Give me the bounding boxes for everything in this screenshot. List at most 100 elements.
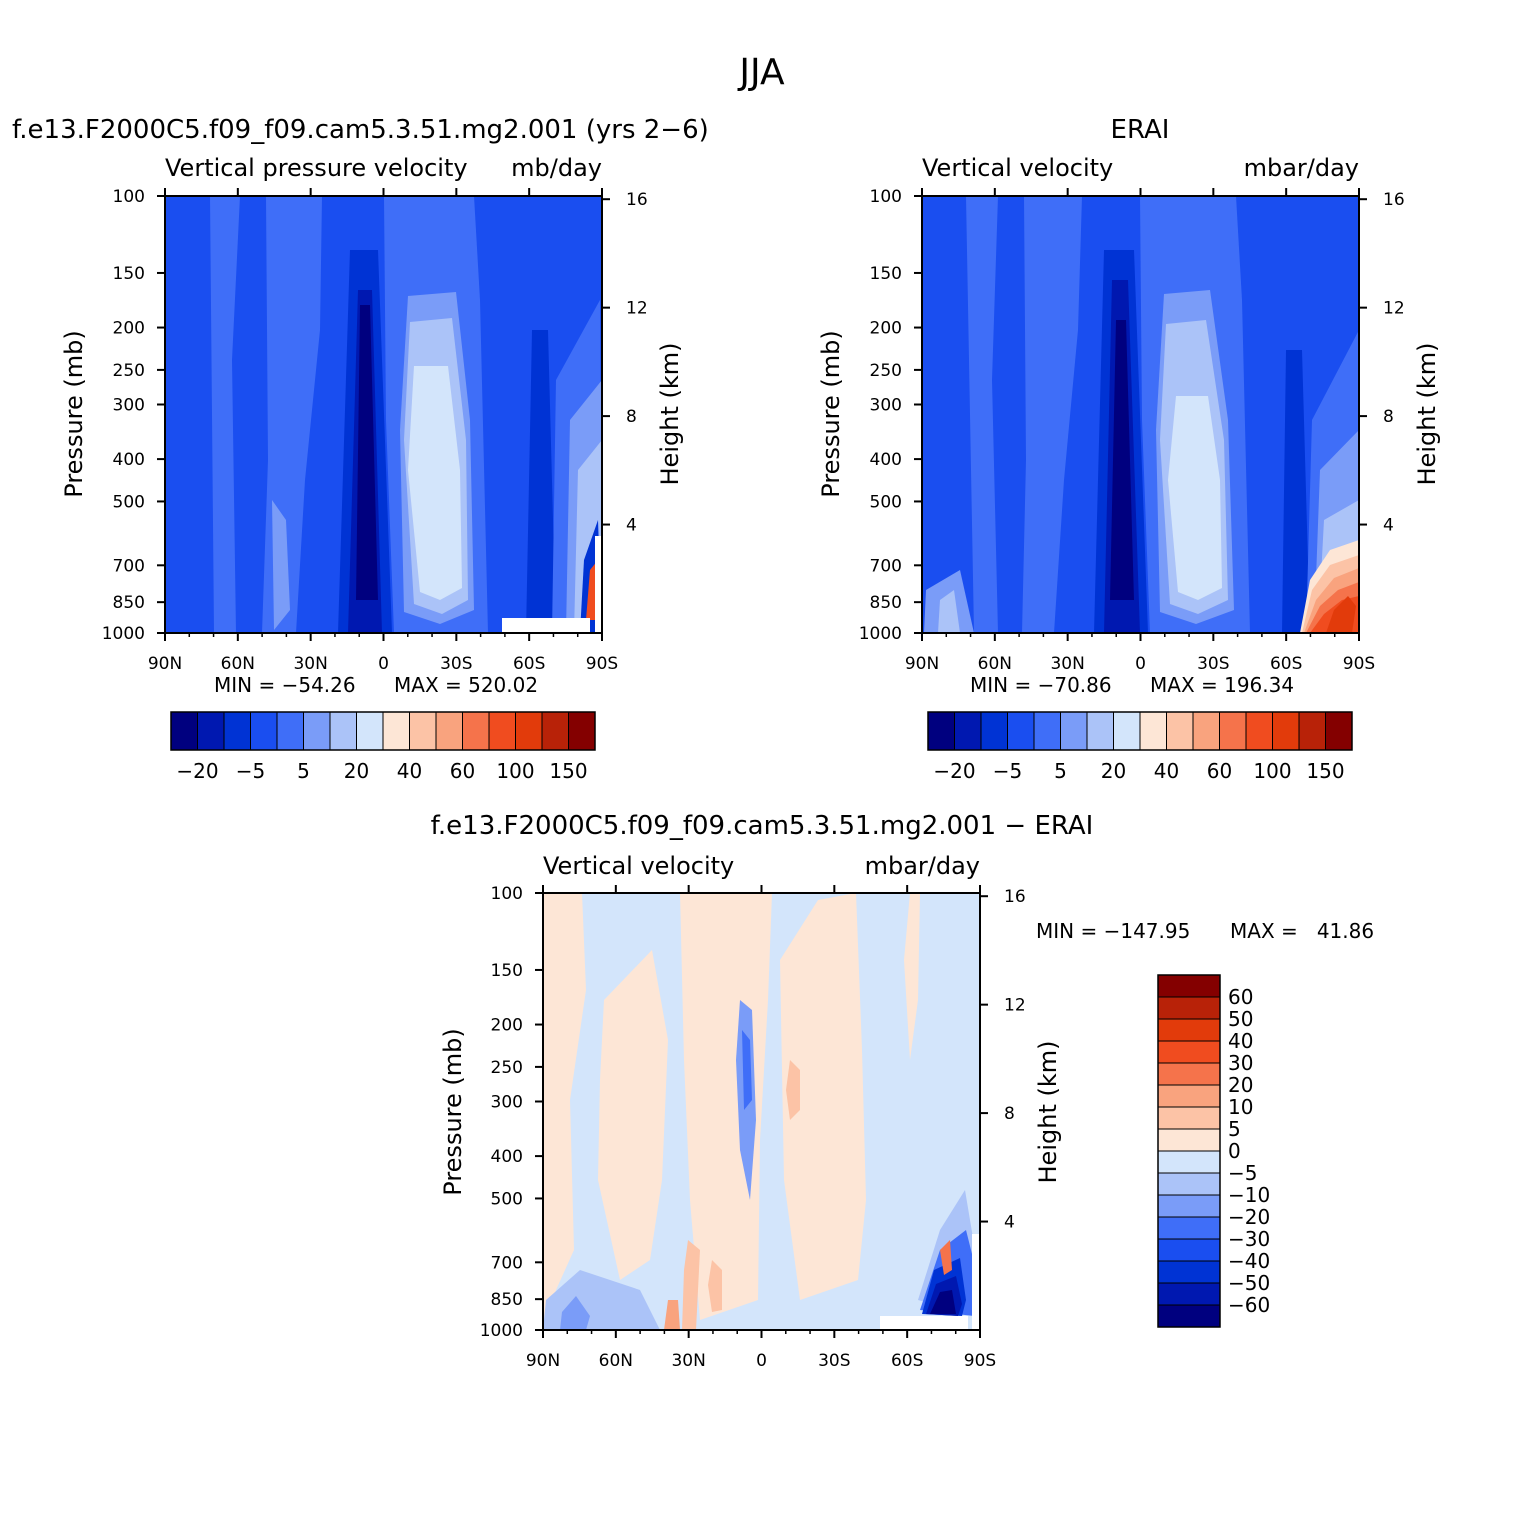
- contour-region: [210, 196, 240, 633]
- y-tick-label: 100: [491, 884, 523, 904]
- y-right-tick-label: 12: [1004, 996, 1026, 1016]
- panel-subtitle-right: mbar/day: [865, 852, 980, 880]
- colorbar-frame: [927, 711, 1353, 751]
- colorbar-swatch: [276, 711, 304, 751]
- colorbar-swatch: [1157, 1150, 1221, 1174]
- colorbar: −20 −5 5 20 40 60 100 150: [170, 711, 596, 783]
- colorbar-swatch: [223, 711, 251, 751]
- panel-subtitle-right: mbar/day: [1244, 154, 1359, 182]
- contour-region: [560, 1296, 590, 1330]
- colorbar-label: 40: [1154, 759, 1179, 783]
- y-tick-label: 200: [870, 319, 902, 339]
- contour-region: [1022, 196, 1082, 633]
- colorbar-swatch: [1219, 711, 1247, 751]
- x-tick-label: 90S: [964, 1351, 996, 1371]
- colorbar-swatch: [1157, 1260, 1221, 1284]
- x-tick-label: 60N: [978, 654, 1012, 674]
- y-tick-label: 300: [870, 396, 902, 416]
- y-right-tick-label: 16: [626, 190, 648, 210]
- colorbar-frame: [170, 711, 596, 751]
- colorbar-swatch: [1157, 1084, 1221, 1108]
- y-tick-label: 100: [113, 187, 145, 207]
- colorbar-label: 150: [1306, 759, 1344, 783]
- colorbar-label: 150: [549, 759, 587, 783]
- colorbar-label: 0: [1228, 1139, 1241, 1163]
- colorbar-swatch: [1033, 711, 1061, 751]
- y-tick-label: 850: [491, 1290, 523, 1310]
- missing-data-patch: [595, 536, 602, 633]
- colorbar: −20 −5 5 20 40 60 100 150: [927, 711, 1353, 783]
- colorbar-swatch: [1157, 1238, 1221, 1262]
- colorbar-label: 10: [1228, 1095, 1253, 1119]
- colorbar-label: −20: [1228, 1205, 1270, 1229]
- colorbar-label: 5: [297, 759, 310, 783]
- contour-region: [742, 1030, 752, 1110]
- colorbar-swatch: [1325, 711, 1353, 751]
- y-axis-right-label: Height (km): [1034, 1041, 1062, 1184]
- x-tick-label: 90N: [905, 654, 939, 674]
- colorbar-swatch: [1157, 1304, 1221, 1328]
- colorbar-swatch: [303, 711, 331, 751]
- colorbar-swatch: [1166, 711, 1194, 751]
- y-right-tick-label: 8: [1004, 1104, 1015, 1124]
- colorbar-swatch: [568, 711, 596, 751]
- colorbar-swatch: [1272, 711, 1300, 751]
- max-label: MAX = 196.34: [1150, 673, 1294, 697]
- panel-difference: f.e13.F2000C5.f09_f09.cam5.3.51.mg2.001 …: [431, 811, 1374, 1371]
- x-tick-label: 60S: [891, 1351, 923, 1371]
- contour-region: [1110, 320, 1134, 600]
- contour-region: [1282, 350, 1310, 633]
- colorbar-swatch: [927, 711, 955, 751]
- y-tick-label: 850: [113, 593, 145, 613]
- colorbar-label: −50: [1228, 1271, 1270, 1295]
- colorbar-swatch: [1157, 1216, 1221, 1240]
- y-tick-label: 200: [113, 319, 145, 339]
- y-axis-right-label: Height (km): [1413, 343, 1441, 486]
- colorbar-swatch: [1157, 1106, 1221, 1130]
- colorbar-label: −20: [176, 759, 218, 783]
- colorbar-label: 20: [1228, 1073, 1253, 1097]
- y-tick-label: 150: [870, 264, 902, 284]
- min-label: MIN = −70.86: [970, 673, 1112, 697]
- colorbar-swatch: [1157, 996, 1221, 1020]
- contour-region: [408, 366, 462, 600]
- y-tick-label: 1000: [480, 1321, 523, 1341]
- panel-subtitle-left: Vertical pressure velocity: [165, 154, 468, 182]
- colorbar-label: 5: [1228, 1117, 1241, 1141]
- x-tick-label: 30N: [293, 654, 327, 674]
- colorbar-swatch: [1157, 1282, 1221, 1306]
- y-axis-label: Pressure (mb): [439, 1028, 467, 1195]
- contour-region: [543, 893, 586, 1330]
- colorbar-swatch: [356, 711, 384, 751]
- y-tick-label: 150: [491, 961, 523, 981]
- contour-region: [272, 500, 290, 630]
- x-tick-label: 60N: [599, 1351, 633, 1371]
- contour-field: [165, 196, 602, 633]
- contour-region: [356, 305, 378, 600]
- contour-region: [708, 1260, 722, 1312]
- contour-field: [922, 196, 1359, 633]
- y-tick-label: 700: [113, 556, 145, 576]
- y-tick-label: 400: [870, 450, 902, 470]
- colorbar-swatch: [382, 711, 410, 751]
- y-right-tick-label: 12: [1383, 299, 1405, 319]
- colorbar-swatch: [1157, 1040, 1221, 1064]
- colorbar-swatch: [1139, 711, 1167, 751]
- panel-title: f.e13.F2000C5.f09_f09.cam5.3.51.mg2.001 …: [12, 115, 709, 145]
- colorbar-swatch: [462, 711, 490, 751]
- colorbar-label: 30: [1228, 1051, 1253, 1075]
- colorbar-label: −5: [1228, 1161, 1257, 1185]
- x-tick-label: 60N: [221, 654, 255, 674]
- y-tick-label: 400: [491, 1147, 523, 1167]
- contour-region: [682, 1240, 700, 1330]
- y-tick-label: 700: [491, 1253, 523, 1273]
- y-tick-label: 1000: [102, 624, 145, 644]
- y-tick-label: 150: [113, 264, 145, 284]
- contour-region: [780, 893, 866, 1300]
- colorbar-swatch: [435, 711, 463, 751]
- colorbar-label: 20: [1101, 759, 1126, 783]
- colorbar-swatch: [980, 711, 1008, 751]
- contour-region: [1326, 596, 1356, 633]
- axes: 90N 60N 30N 0 30S 60S 90S 100 150 200 250 300 400 500…: [102, 187, 648, 674]
